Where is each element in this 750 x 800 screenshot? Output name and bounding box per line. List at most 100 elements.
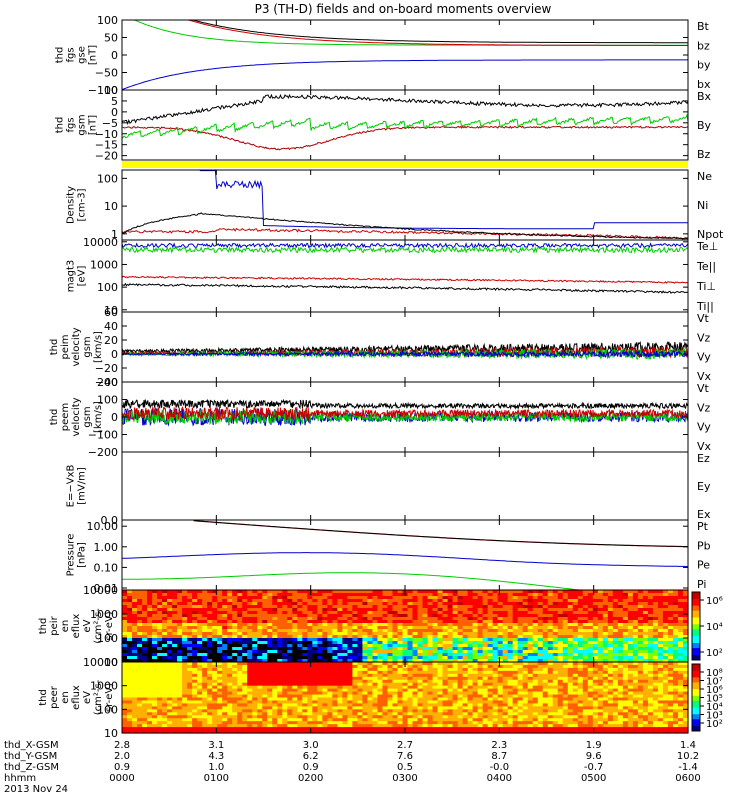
spectrogram-cell	[132, 608, 138, 612]
spectrogram-cell	[647, 605, 654, 609]
spectrogram-cell	[127, 721, 133, 725]
spectrogram-cell	[617, 623, 624, 627]
spectrogram-cell	[497, 673, 504, 678]
spectrogram-cell	[642, 611, 649, 615]
spectrogram-cell	[202, 670, 208, 675]
spectrogram-cell	[152, 662, 158, 666]
spectrogram-cell	[147, 656, 153, 660]
y-tick-label: 40	[104, 320, 118, 333]
spectrogram-cell	[392, 659, 399, 663]
spectrogram-cell	[182, 670, 188, 675]
series-Te-perp	[121, 275, 689, 284]
spectrogram-cell	[497, 659, 504, 663]
spectrogram-cell	[542, 611, 549, 615]
spectrogram-cell	[157, 590, 163, 594]
spectrogram-cell	[202, 629, 208, 633]
spectrogram-cell	[202, 602, 208, 606]
spectrogram-cell	[302, 602, 308, 606]
spectrogram-cell	[192, 647, 198, 651]
spectrogram-cell	[182, 700, 188, 705]
spectrogram-cell	[577, 602, 584, 606]
spectrogram-cell	[197, 641, 203, 645]
spectrogram-cell	[182, 635, 188, 639]
spectrogram-cell	[602, 611, 609, 615]
spectrogram-cell	[167, 593, 173, 597]
spectrogram-cell	[682, 602, 689, 606]
spectrogram-cell	[587, 635, 594, 639]
spectrogram-cell	[502, 632, 509, 636]
spectrogram-cell	[242, 676, 248, 681]
spectrogram-cell	[367, 712, 374, 716]
spectrogram-cell	[412, 659, 419, 663]
spectrogram-cell	[437, 718, 444, 722]
spectrogram-cell	[467, 593, 474, 597]
spectrogram-cell	[467, 715, 474, 719]
spectrogram-cell	[587, 653, 594, 657]
spectrogram-cell	[272, 656, 278, 660]
spectrogram-cell	[242, 659, 248, 663]
spectrogram-cell	[422, 709, 429, 713]
spectrogram-cell	[167, 614, 173, 618]
spectrogram-cell	[152, 656, 158, 660]
spectrogram-cell	[242, 593, 248, 597]
spectrogram-cell	[127, 629, 133, 633]
spectrogram-cell	[262, 608, 268, 612]
spectrogram-cell	[547, 650, 554, 654]
spectrogram-cell	[297, 700, 303, 705]
spectrogram-cell	[182, 608, 188, 612]
spectrogram-cell	[362, 659, 369, 663]
y-axis-title-line: sr-eV)	[104, 611, 115, 640]
spectrogram-cell	[377, 730, 384, 734]
spectrogram-cell	[312, 620, 318, 624]
spectrogram-cell	[612, 647, 619, 651]
spectrogram-cell	[587, 632, 594, 636]
y-tick-label: −100	[88, 84, 118, 97]
spectrogram-cell	[422, 673, 429, 678]
spectrogram-cell	[172, 694, 178, 699]
spectrogram-cell	[652, 596, 659, 600]
spectrogram-cell	[267, 659, 273, 663]
spectrogram-cell	[197, 664, 203, 669]
spectrogram-cell	[257, 638, 263, 642]
spectrogram-cell	[517, 590, 524, 594]
spectrogram-cell	[167, 730, 173, 734]
spectrogram-cell	[372, 706, 379, 710]
spectrogram-cell	[152, 611, 158, 615]
spectrogram-cell	[162, 617, 168, 621]
spectrogram-cell	[277, 641, 283, 645]
spectrogram-cell	[207, 679, 213, 684]
spectrogram-cell	[212, 638, 218, 642]
spectrogram-cell	[167, 718, 173, 722]
spectrogram-cell	[262, 620, 268, 624]
spectrogram-cell	[272, 682, 278, 687]
spectrogram-cell	[422, 662, 429, 666]
spectrogram-cell	[462, 590, 469, 594]
spectrogram-cell	[372, 721, 379, 725]
spectrogram-cell	[237, 629, 243, 633]
spectrogram-cell	[162, 694, 168, 699]
spectrogram-cell	[227, 685, 233, 690]
spectrogram-cell	[517, 697, 524, 702]
spectrogram-cell	[147, 694, 153, 699]
spectrogram-cell	[532, 590, 539, 594]
spectrogram-cell	[122, 670, 128, 675]
spectrogram-cell	[397, 709, 404, 713]
spectrogram-cell	[187, 718, 193, 722]
spectrogram-cell	[672, 620, 679, 624]
spectrogram-cell	[567, 626, 574, 630]
spectrogram-cell	[657, 620, 664, 624]
spectrogram-cell	[637, 632, 644, 636]
spectrogram-cell	[142, 656, 148, 660]
spectrogram-cell	[462, 596, 469, 600]
spectrogram-cell	[557, 644, 564, 648]
spectrogram-cell	[212, 656, 218, 660]
spectrogram-cell	[192, 632, 198, 636]
spectrogram-cell	[607, 611, 614, 615]
spectrogram-cell	[517, 620, 524, 624]
spectrogram-cell	[327, 703, 333, 707]
spectrogram-cell	[147, 676, 153, 681]
spectrogram-cell	[372, 623, 379, 627]
spectrogram-cell	[547, 602, 554, 606]
spectrogram-cell	[317, 724, 323, 728]
spectrogram-cell	[452, 676, 459, 681]
